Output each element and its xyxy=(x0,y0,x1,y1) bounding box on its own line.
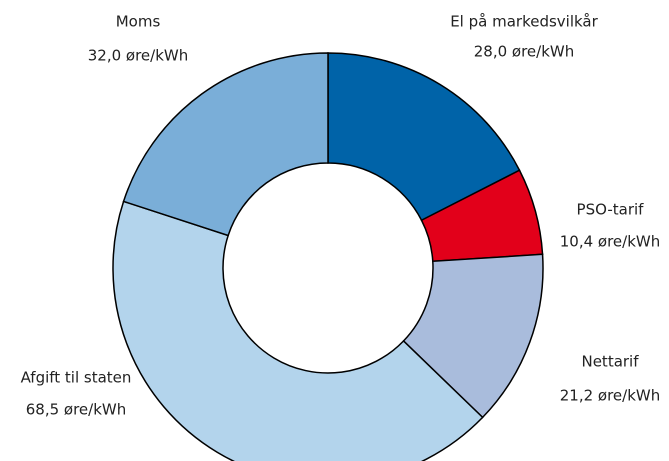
slice-label: Nettarif xyxy=(581,353,639,371)
slice-label: Moms xyxy=(116,13,161,31)
slice xyxy=(112,200,484,461)
value-label: 10,4 øre/kWh xyxy=(560,233,661,251)
value-label: 68,5 øre/kWh xyxy=(26,401,127,419)
value-label: 32,0 øre/kWh xyxy=(88,47,189,65)
value-label: 28,0 øre/kWh xyxy=(474,43,575,61)
value-label: 21,2 øre/kWh xyxy=(560,387,661,405)
slice-label: Afgift til staten xyxy=(21,369,132,387)
slice-label: PSO-tarif xyxy=(577,201,645,219)
slice xyxy=(327,52,521,222)
slice-label: El på markedsvilkår xyxy=(450,13,598,31)
slice xyxy=(122,52,329,237)
